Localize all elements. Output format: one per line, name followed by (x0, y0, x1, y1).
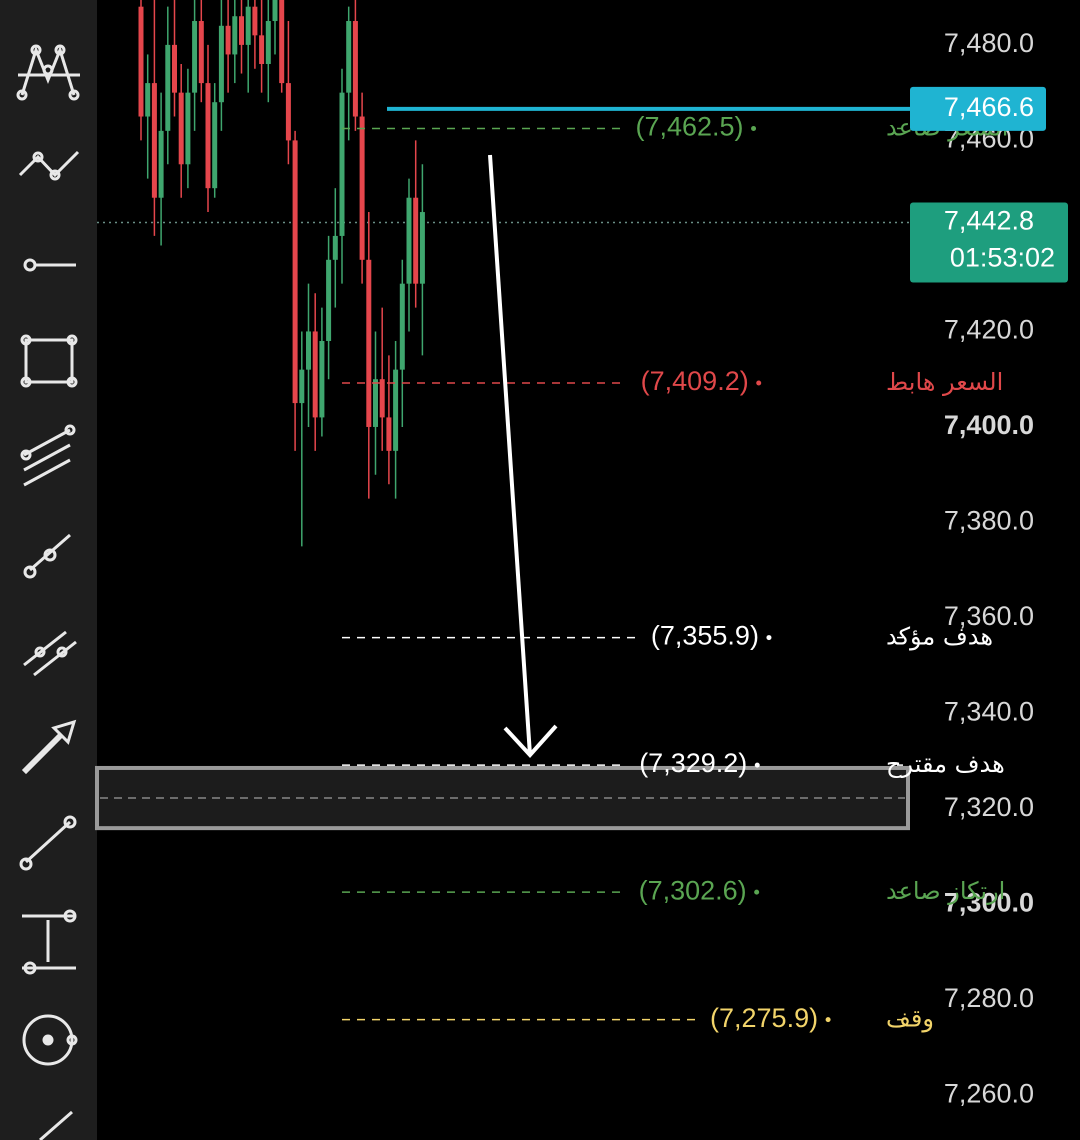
candle-body (165, 44, 171, 131)
candle-body (306, 331, 311, 370)
y-tick-label: 7,340.0 (944, 697, 1034, 727)
level-value: (7,329.2) (639, 748, 747, 778)
candle-body (285, 83, 291, 141)
candle-body (339, 92, 345, 236)
y-tick-label: 7,320.0 (944, 792, 1034, 822)
candle-body (225, 25, 231, 55)
candle-body (151, 83, 157, 198)
level-name: هدف مقترح (886, 750, 1005, 778)
candle-body (145, 83, 151, 117)
level-bullet (754, 762, 760, 768)
candle-body (366, 259, 372, 427)
candle-body (138, 6, 144, 117)
y-tick-label: 7,280.0 (944, 983, 1034, 1013)
marker-label: 7,466.6 (944, 92, 1034, 122)
candle-body (259, 35, 265, 64)
level-bullet (756, 380, 762, 386)
candle-body (272, 0, 278, 22)
candle-body (393, 369, 399, 451)
candle-body (252, 6, 258, 36)
candle-body (359, 116, 365, 260)
brush-tool[interactable] (39, 1110, 73, 1140)
level-name: وقف (886, 1005, 934, 1033)
level-value: (7,462.5) (635, 112, 743, 142)
measure-tool[interactable] (22, 909, 77, 975)
last-price-box (910, 202, 1068, 283)
y-tick-label: 7,480.0 (944, 28, 1034, 58)
candle-body (326, 259, 332, 341)
candle-body (265, 21, 271, 64)
path-tool[interactable] (18, 150, 80, 181)
candle-body (399, 283, 405, 370)
level-name: السعر هابط (886, 368, 1003, 396)
marker-box (910, 86, 1046, 131)
candle-body (379, 379, 385, 418)
candle-body (413, 197, 419, 284)
trend-arrow (488, 154, 558, 758)
candle-body (185, 92, 191, 165)
candle-body (373, 379, 378, 427)
candle-body (386, 417, 392, 451)
ray-tool[interactable] (23, 258, 76, 272)
level-bullet (754, 889, 760, 895)
candle-body (419, 212, 425, 284)
parallel-tool[interactable] (23, 630, 77, 677)
last-price-label: 7,442.8 (944, 206, 1034, 236)
candle-body (352, 21, 358, 117)
candle-body (332, 235, 338, 260)
level-value: (7,302.6) (639, 875, 747, 905)
y-tick-label: 7,300.0 (944, 888, 1034, 918)
level-bullet (766, 635, 772, 641)
level-value: (7,409.2) (641, 366, 749, 396)
level-value: (7,275.9) (710, 1003, 818, 1033)
candle-body (346, 21, 352, 93)
level-name: ارتكاز صاعد (886, 877, 1005, 905)
candle-body (279, 0, 285, 84)
candle-body (192, 21, 198, 93)
candle-body (292, 140, 298, 404)
candle-body (178, 92, 184, 165)
candle-body (212, 102, 218, 189)
circle-tool[interactable] (22, 1014, 78, 1066)
candle-body (158, 130, 164, 198)
trend-line-tool[interactable] (23, 533, 71, 579)
level-value: (7,355.9) (651, 621, 759, 651)
y-tick-label: 7,380.0 (944, 506, 1034, 536)
line-tool[interactable] (19, 815, 77, 871)
y-tick-label: 7,360.0 (944, 601, 1034, 631)
channel-tool[interactable] (20, 424, 76, 487)
candle-body (299, 369, 305, 404)
plot (95, 0, 910, 1021)
candle-body (245, 6, 251, 45)
countdown: 01:53:02 (950, 243, 1055, 273)
candle-body (205, 83, 211, 189)
candle-body (198, 21, 204, 84)
y-tick-label: 7,420.0 (944, 315, 1034, 345)
pattern-tool[interactable] (16, 44, 80, 101)
candle-body (232, 16, 238, 55)
candle-body (319, 340, 325, 418)
tool-icons (16, 44, 80, 1140)
arrow-tool[interactable] (21, 719, 77, 775)
y-tick-label: 7,400.0 (944, 410, 1034, 440)
y-tick-label: 7,260.0 (944, 1079, 1034, 1109)
level-bullet (825, 1017, 831, 1023)
level-name: هدف مؤكد (886, 623, 993, 651)
candle-body (406, 197, 412, 284)
candle-body (312, 331, 318, 418)
candle-body (239, 16, 244, 45)
level-bullet (751, 125, 757, 131)
candle-body (172, 44, 177, 93)
rectangle-tool[interactable] (20, 334, 78, 388)
candle-body (218, 25, 224, 103)
